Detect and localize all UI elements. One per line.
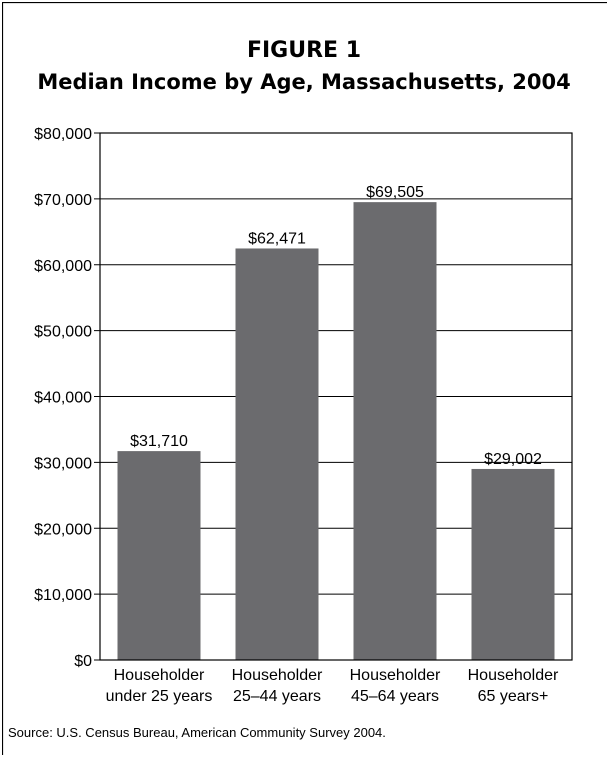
x-category-label: 25–44 years	[233, 688, 321, 705]
y-tick-label: $80,000	[34, 126, 92, 143]
bar-value-label: $69,505	[366, 184, 424, 201]
x-category-label: Householder	[232, 667, 323, 684]
bar	[235, 248, 319, 660]
x-axis-categories: Householder under 25 years Householder 25–4…	[106, 667, 559, 705]
bar	[353, 202, 437, 661]
x-category-label: Householder	[468, 667, 559, 684]
source-note: Source: U.S. Census Bureau, American Com…	[8, 725, 386, 740]
x-category-label: Householder	[350, 667, 441, 684]
y-tick-label: $40,000	[34, 390, 92, 407]
y-tick-label: $10,000	[34, 587, 92, 604]
x-category-label: 45–64 years	[351, 688, 439, 705]
y-tick-label: $70,000	[34, 192, 92, 209]
y-axis-ticks: $0 $10,000 $20,000 $30,000 $40,000 $50,000 $60…	[34, 126, 100, 670]
x-category-label: under 25 years	[106, 688, 213, 705]
bar-value-label: $29,002	[484, 451, 542, 468]
bar	[471, 468, 555, 660]
bar-value-label: $62,471	[248, 230, 306, 247]
bars-layer	[117, 202, 555, 661]
data-labels: $31,710 $62,471 $69,505 $29,002	[130, 184, 542, 468]
y-tick-label: $20,000	[34, 521, 92, 538]
x-category-label: 65 years+	[478, 688, 549, 705]
plot-area-frame	[99, 132, 573, 661]
chart-title: Median Income by Age, Massachusetts, 200…	[37, 70, 570, 94]
bar-value-label: $31,710	[130, 433, 188, 450]
y-tick-label: $60,000	[34, 258, 92, 275]
y-tick-label: $0	[74, 653, 92, 670]
y-tick-label: $50,000	[34, 324, 92, 341]
y-tick-label: $30,000	[34, 455, 92, 472]
x-category-label: Householder	[114, 667, 205, 684]
figure-label: FIGURE 1	[247, 38, 361, 63]
bar	[117, 451, 201, 660]
